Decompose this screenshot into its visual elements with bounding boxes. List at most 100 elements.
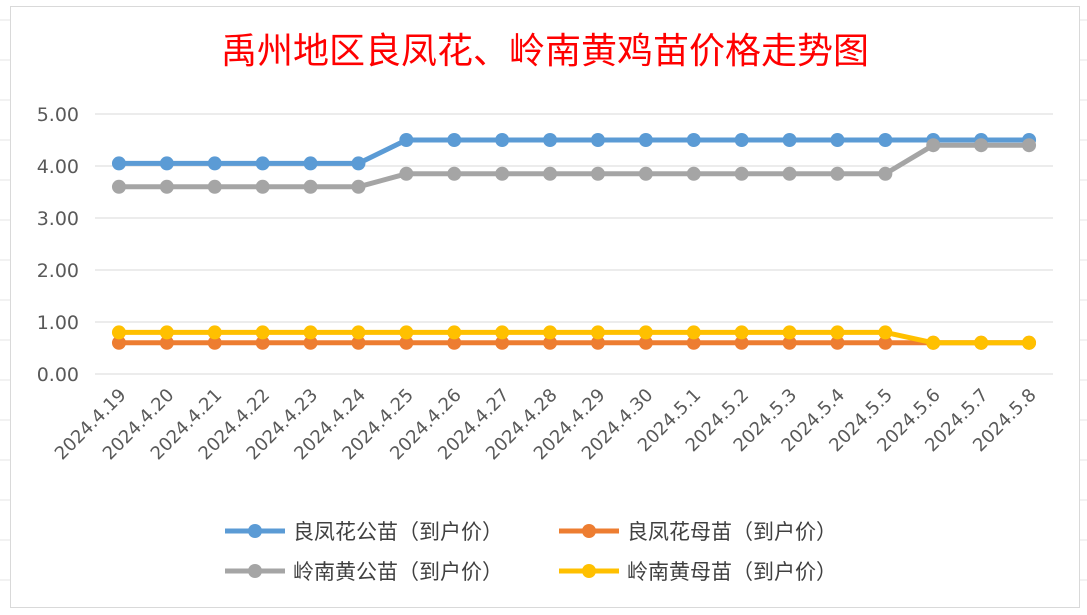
data-point	[734, 133, 749, 147]
y-axis: 0.00 1.00 2.00 3.00 4.00 5.00	[37, 104, 79, 386]
data-point	[543, 335, 558, 350]
data-point	[830, 166, 845, 181]
series-4	[111, 325, 1037, 350]
data-point	[207, 179, 222, 194]
data-point	[351, 335, 366, 350]
legend-label: 良凤花母苗（到户价）	[627, 520, 837, 544]
data-point	[734, 166, 749, 181]
data-point	[686, 335, 701, 350]
data-point	[399, 133, 414, 147]
data-point	[686, 325, 701, 340]
series-2	[111, 335, 1037, 350]
data-point	[159, 325, 174, 340]
data-point	[303, 156, 318, 171]
legend-item-1: 良凤花公苗（到户价）	[225, 520, 503, 544]
data-point	[926, 138, 941, 153]
data-point	[590, 325, 605, 340]
x-axis: 2024.4.192024.4.202024.4.212024.4.222024…	[51, 385, 1041, 465]
data-point	[159, 335, 174, 350]
data-point	[974, 335, 989, 350]
chart-frame[interactable]: 禹州地区良凤花、岭南黄鸡苗价格走势图 0.00 1.00 2.00 3.00 4.00 5…	[10, 6, 1080, 608]
legend: 良凤花公苗（到户价） 良凤花母苗（到户价） 岭南黄公苗（到户价） 岭南黄母苗（到户价）	[225, 520, 837, 584]
data-point	[590, 133, 605, 147]
data-point	[638, 133, 653, 147]
data-point	[351, 156, 366, 171]
legend-swatch-marker	[248, 524, 262, 538]
data-point	[686, 166, 701, 181]
series-1	[111, 133, 1037, 171]
data-point	[830, 133, 845, 147]
data-point	[1022, 335, 1037, 350]
y-tick-label: 2.00	[37, 260, 79, 282]
data-point	[830, 325, 845, 340]
line-chart: 禹州地区良凤花、岭南黄鸡苗价格走势图 0.00 1.00 2.00 3.00 4.00 5…	[37, 31, 1053, 584]
legend-swatch-marker	[248, 564, 262, 578]
y-tick-label: 4.00	[37, 156, 79, 178]
data-point	[782, 335, 797, 350]
legend-item-2: 良凤花母苗（到户价）	[559, 520, 837, 544]
data-point	[303, 179, 318, 194]
legend-label: 岭南黄公苗（到户价）	[293, 560, 503, 584]
data-point	[399, 325, 414, 340]
data-point	[207, 325, 222, 340]
data-point	[638, 335, 653, 350]
data-point	[686, 133, 701, 147]
data-point	[351, 325, 366, 340]
data-point	[878, 325, 893, 340]
data-point	[543, 166, 558, 181]
data-point	[159, 179, 174, 194]
data-point	[590, 335, 605, 350]
data-point	[447, 166, 462, 181]
data-point	[734, 325, 749, 340]
data-point	[495, 335, 510, 350]
data-point	[303, 325, 318, 340]
data-point	[255, 179, 270, 194]
legend-item-3: 岭南黄公苗（到户价）	[225, 560, 503, 584]
data-point	[638, 325, 653, 340]
data-point	[878, 335, 893, 350]
y-tick-label: 0.00	[37, 364, 79, 386]
chart-title: 禹州地区良凤花、岭南黄鸡苗价格走势图	[221, 31, 869, 72]
data-point	[399, 335, 414, 350]
data-point	[255, 325, 270, 340]
data-point	[878, 133, 893, 147]
data-point	[495, 325, 510, 340]
series-3	[111, 138, 1037, 194]
data-point	[830, 335, 845, 350]
data-point	[399, 166, 414, 181]
data-point	[447, 335, 462, 350]
data-point	[638, 166, 653, 181]
data-point	[782, 166, 797, 181]
legend-swatch-marker	[582, 564, 596, 578]
data-point	[782, 325, 797, 340]
series-line	[116, 329, 1032, 346]
data-point	[447, 325, 462, 340]
data-point	[447, 133, 462, 147]
data-point	[111, 156, 126, 171]
legend-label: 岭南黄母苗（到户价）	[627, 560, 837, 584]
data-point	[926, 335, 941, 350]
legend-item-4: 岭南黄母苗（到户价）	[559, 560, 837, 584]
y-tick-label: 1.00	[37, 312, 79, 334]
data-point	[207, 156, 222, 171]
data-point	[590, 166, 605, 181]
data-point	[878, 166, 893, 181]
data-point	[303, 335, 318, 350]
series-line	[116, 142, 1032, 190]
data-point	[255, 335, 270, 350]
plot-area	[111, 133, 1037, 350]
data-point	[543, 133, 558, 147]
data-point	[782, 133, 797, 147]
data-point	[974, 138, 989, 153]
data-point	[159, 156, 174, 171]
y-tick-label: 3.00	[37, 208, 79, 230]
data-point	[207, 335, 222, 350]
data-point	[255, 156, 270, 171]
data-point	[495, 133, 510, 147]
data-point	[543, 325, 558, 340]
gridlines	[95, 113, 1053, 375]
data-point	[734, 335, 749, 350]
data-point	[1022, 138, 1037, 153]
data-point	[111, 179, 126, 194]
legend-swatch-marker	[582, 524, 596, 538]
